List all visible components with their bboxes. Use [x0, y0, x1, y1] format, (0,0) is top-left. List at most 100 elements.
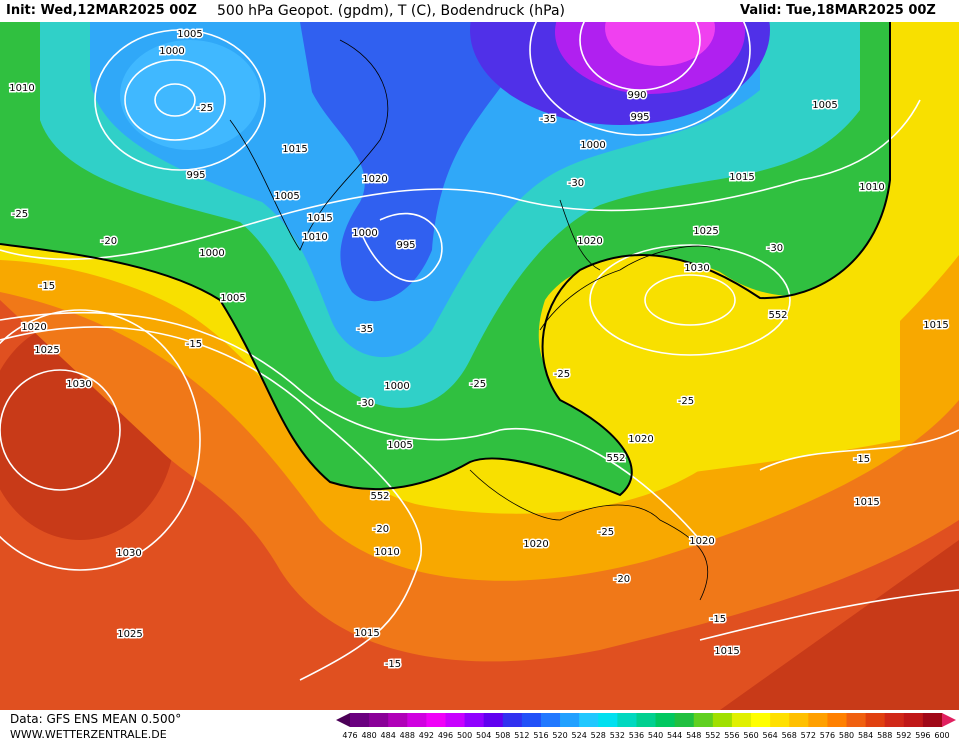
- contour-label: 1015: [282, 144, 307, 155]
- colorbar-label: 552: [705, 731, 720, 740]
- contour-label: 1005: [387, 440, 412, 451]
- contour-label: -15: [854, 454, 870, 465]
- contour-label: 1020: [21, 322, 46, 333]
- colorbar-cell: [693, 713, 714, 727]
- contour-label: -25: [678, 396, 694, 407]
- contour-label: 1010: [374, 547, 399, 558]
- colorbar-cell: [617, 713, 637, 727]
- colorbar-label: 532: [610, 731, 625, 740]
- colorbar-label: 548: [686, 731, 701, 740]
- field-yellow-europe: [538, 257, 900, 480]
- contour-label: 1025: [34, 345, 59, 356]
- colorbar-cell: [808, 713, 828, 727]
- contour-labels: 1005 1000 1010 -25 1015 995 1005 1015 1010 1000 10…: [8, 28, 950, 672]
- contour-label: 552: [768, 310, 787, 321]
- colorbar-cell: [903, 713, 924, 727]
- colorbar-label: 584: [858, 731, 873, 740]
- colorbar-label: 560: [743, 731, 758, 740]
- colorbar-arrow: [336, 713, 350, 727]
- contour-label: -35: [540, 114, 556, 125]
- contour-label: 1020: [628, 434, 653, 445]
- colorbar-cell: [426, 713, 446, 727]
- colorbar-cell: [464, 713, 485, 727]
- colorbar-cell: [731, 713, 752, 727]
- contour-label: -30: [568, 178, 584, 189]
- contour-label: 1000: [159, 46, 184, 57]
- data-source: Data: GFS ENS MEAN 0.500°: [10, 712, 181, 726]
- contour-label: -35: [357, 324, 373, 335]
- colorbar-cell: [407, 713, 427, 727]
- isobars: [0, 29, 959, 681]
- contour-label: 1015: [714, 646, 739, 657]
- colorbar-label: 588: [877, 731, 892, 740]
- contour-label: 990: [627, 90, 646, 101]
- map-title: 500 hPa Geopot. (gpdm), T (C), Bodendruc…: [217, 3, 565, 19]
- contour-label: -25: [554, 369, 570, 380]
- colorbar-cell: [846, 713, 867, 727]
- colorbar-label: 488: [400, 731, 415, 740]
- contour-label: 1020: [577, 236, 602, 247]
- colorbar-cell: [445, 713, 466, 727]
- contour-label: 1005: [220, 293, 245, 304]
- contour-label: 1015: [854, 497, 879, 508]
- contour-label: 1010: [302, 232, 327, 243]
- contour-label: -25: [598, 527, 614, 538]
- contour-label: -15: [186, 339, 202, 350]
- colorbar-cell: [350, 713, 370, 727]
- colorbar-cell: [598, 713, 618, 727]
- contour-label: -30: [767, 243, 783, 254]
- contour-label: 1010: [859, 182, 884, 193]
- map-area: [0, 0, 959, 710]
- contour-label: 1015: [923, 320, 948, 331]
- contour-label: 1030: [116, 548, 141, 559]
- contour-label: -30: [358, 398, 374, 409]
- colorbar-label: 580: [839, 731, 854, 740]
- contour-label: -25: [12, 209, 28, 220]
- field-blue: [300, 22, 520, 302]
- contour-label: 1005: [274, 191, 299, 202]
- colorbar-cell: [560, 713, 580, 727]
- colorbar-label: 600: [934, 731, 949, 740]
- contour-label: 995: [396, 240, 415, 251]
- colorbar-label: 496: [438, 731, 453, 740]
- colorbar-label: 484: [381, 731, 396, 740]
- colorbar-label: 492: [419, 731, 434, 740]
- colorbar-cell: [789, 713, 809, 727]
- contour-label: -20: [614, 574, 630, 585]
- colorbar-cell: [483, 713, 504, 727]
- colorbar-cell: [388, 713, 408, 727]
- contour-label: 1030: [66, 379, 91, 390]
- colorbar-label: 596: [915, 731, 930, 740]
- colorbar-cell: [827, 713, 848, 727]
- colorbar-label: 520: [552, 731, 567, 740]
- colorbar-label: 544: [667, 731, 682, 740]
- contour-label: -15: [39, 281, 55, 292]
- colorbar-label: 568: [782, 731, 797, 740]
- colorbar-cell: [540, 713, 561, 727]
- contour-label: -25: [197, 103, 213, 114]
- colorbar-cell: [655, 713, 676, 727]
- colorbar-label: 536: [629, 731, 644, 740]
- valid-time: Valid: Tue,18MAR2025 00Z: [740, 3, 936, 18]
- contour-label: 1030: [684, 263, 709, 274]
- contour-label: 1010: [9, 83, 34, 94]
- contour-label: 552: [370, 491, 389, 502]
- colorbar-label: 480: [361, 731, 376, 740]
- contour-label: 1025: [117, 629, 142, 640]
- colorbar-cell: [865, 713, 886, 727]
- colorbar-cell: [369, 713, 389, 727]
- contour-label: 552: [606, 453, 625, 464]
- colorbar-cell: [751, 713, 771, 727]
- contour-label: 1000: [580, 140, 605, 151]
- colorbar-label: 592: [896, 731, 911, 740]
- colorbar-label: 540: [648, 731, 663, 740]
- contour-label: 1005: [812, 100, 837, 111]
- colorbar-cell: [579, 713, 599, 727]
- colorbar-label: 572: [801, 731, 816, 740]
- colorbar-cell: [922, 713, 943, 727]
- contour-label: -15: [710, 614, 726, 625]
- colorbar-cell: [674, 713, 695, 727]
- colorbar-cell: [502, 713, 523, 727]
- contour-label: 1015: [729, 172, 754, 183]
